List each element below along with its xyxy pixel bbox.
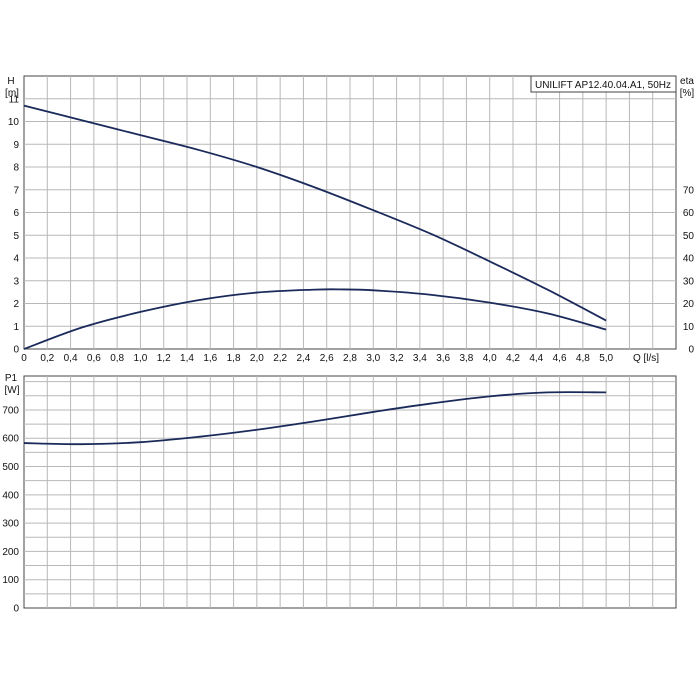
bottom-y-tick-label: 300 [2,519,19,530]
top-x-tick-label: 3,4 [413,353,427,364]
bottom-grid [24,376,676,608]
top-y-tick-label: 9 [13,140,19,151]
top-y2-tick-label: 40 [683,254,695,265]
efficiency-curve [23,288,607,350]
top-x-tick-label: 3,0 [366,353,380,364]
top-y-tick-label: 0 [13,345,19,356]
bottom-y-tick-label: 0 [13,604,19,615]
top-y2-tick-label: 60 [683,208,695,219]
top-y-tick-label: 11 [9,94,20,105]
top-curves [23,104,607,350]
top-y2-tick-labels: 0 10 20 30 40 50 60 70 [683,185,695,355]
bottom-y-tick-label: 400 [2,490,19,501]
top-x-tick-labels: 0 0,2 0,4 0,6 0,8 1,0 1,2 1,4 1,6 1,8 2,0 2,2 2,4 2,6… [21,353,613,364]
top-x-tick-label: 4,0 [483,353,497,364]
top-y-tick-label: 10 [8,117,20,128]
top-y2-tick-label: 70 [683,185,695,196]
chart-title-box [530,75,677,93]
top-y-tick-label: 2 [13,299,19,310]
bottom-y-tick-label: 500 [2,462,19,473]
top-x-tick-label: 5,0 [599,353,613,364]
top-grid [24,76,676,349]
top-y-tick-label: 7 [13,185,19,196]
top-x-tick-label: 1,6 [203,353,217,364]
bottom-y-tick-label: 700 [2,405,19,416]
top-y2-axis-label-line2: [%] [680,88,695,99]
bottom-y-axis-label-line1: P1 [5,373,18,384]
bottom-curves [23,391,607,446]
top-x-tick-label: 0,8 [110,353,124,364]
power-curve [23,391,607,446]
top-x-tick-label: 1,8 [227,353,241,364]
top-x-tick-label: 0 [21,353,27,364]
top-x-tick-label: 2,4 [296,353,310,364]
top-x-tick-label: 0,4 [64,353,78,364]
top-y-tick-label: 3 [13,276,19,287]
top-x-tick-label: 0,2 [40,353,54,364]
bottom-y-tick-label: 200 [2,547,19,558]
top-y-tick-label: 5 [13,231,19,242]
top-y-tick-label: 8 [13,163,19,174]
top-y2-tick-label: 10 [683,322,695,333]
top-x-tick-label: 1,4 [180,353,194,364]
top-y2-axis-label-line1: eta [680,76,694,87]
head-efficiency-panel: 0 0,2 0,4 0,6 0,8 1,0 1,2 1,4 1,6 1,8 2,0 2,2 2,4 2,6… [5,75,695,364]
bottom-y-tick-labels: 0 100 200 300 400 500 600 700 [2,405,19,614]
top-x-tick-label: 2,8 [343,353,357,364]
top-x-tick-label: 2,0 [250,353,264,364]
top-y2-tick-label: 50 [683,231,695,242]
top-y-axis-label-line2: [m] [5,88,19,99]
top-x-tick-label: 2,2 [273,353,287,364]
bottom-y-tick-label: 100 [2,575,19,586]
top-x-tick-label: 3,8 [459,353,473,364]
top-x-tick-label: 1,2 [157,353,171,364]
top-x-tick-label: 1,0 [133,353,147,364]
top-x-tick-label: 0,6 [87,353,101,364]
top-x-tick-label: 4,4 [529,353,543,364]
top-x-tick-label: 4,8 [576,353,590,364]
top-x-tick-label: 3,2 [390,353,404,364]
top-x-tick-label: 2,6 [320,353,334,364]
top-y2-tick-label: 0 [688,345,694,356]
chart-title: UNILIFT AP12.40.04.A1, 50Hz [535,80,671,91]
top-y2-tick-label: 30 [683,276,695,287]
bottom-y-axis-label-line2: [W] [5,385,20,396]
top-y-tick-label: 6 [13,208,19,219]
top-x-tick-label: 3,6 [436,353,450,364]
bottom-y-tick-label: 600 [2,434,19,445]
top-y-tick-label: 4 [13,254,19,265]
top-y-tick-label: 1 [13,322,19,333]
top-x-tick-label: 4,2 [506,353,520,364]
top-x-tick-label: 4,6 [553,353,567,364]
head-curve [23,104,607,322]
power-panel: 0 100 200 300 400 500 600 700 P1 [W] [2,373,677,615]
top-x-axis-label: Q [l/s] [633,353,659,364]
top-y2-tick-label: 20 [683,299,695,310]
top-y-tick-labels: 0 1 2 3 4 5 6 7 8 9 10 11 [8,94,20,355]
top-y-axis-label-line1: H [7,76,14,87]
